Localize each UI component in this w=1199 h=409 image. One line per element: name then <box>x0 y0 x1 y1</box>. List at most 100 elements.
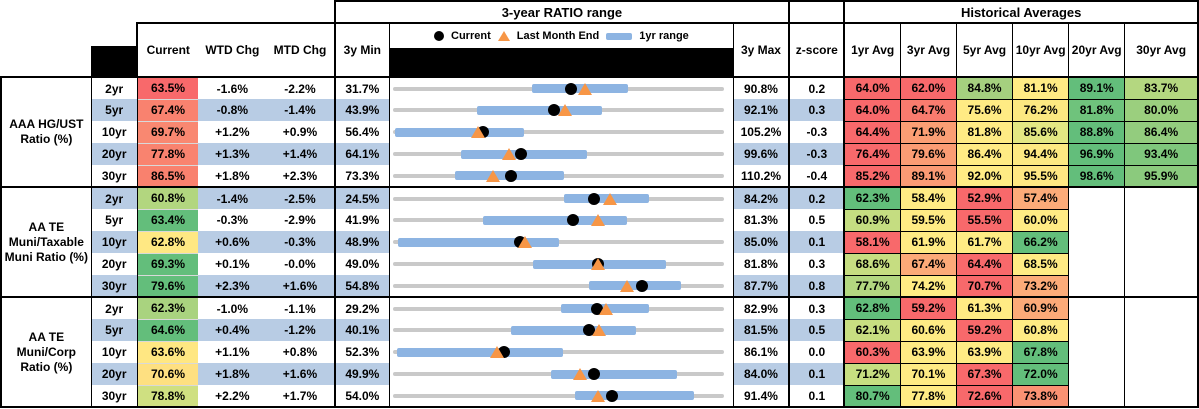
avg-cell <box>1124 385 1199 408</box>
avg-cell: 60.3% <box>843 340 901 364</box>
range-chart-area <box>393 253 724 275</box>
ratio-range-chart <box>389 319 734 341</box>
avg-col-header: 3yr Avg <box>899 22 958 78</box>
last-month-triangle <box>558 104 573 116</box>
legend-last-month-label: Last Month End <box>516 30 600 42</box>
tenor-cell: 2yr <box>91 187 138 209</box>
legend-row: Current Last Month End 1yr range <box>390 24 733 48</box>
three-year-max-cell: 110.2% <box>733 165 791 188</box>
avg-col-header: 10yr Avg <box>1012 22 1070 78</box>
avg-cell <box>1068 297 1126 319</box>
ratio-range-chart <box>389 341 734 363</box>
z-score-cell: 0.3 <box>789 253 846 275</box>
wtd-chg-cell: +1.3% <box>198 143 267 165</box>
current-cell: 77.8% <box>137 143 199 166</box>
three-year-max-cell: 84.2% <box>733 187 791 209</box>
current-dot <box>582 324 595 336</box>
wtd-chg-cell: +0.1% <box>198 253 267 275</box>
three-year-min-cell: 41.9% <box>333 209 391 231</box>
avg-cell: 63.9% <box>956 340 1014 364</box>
avg-cell: 67.3% <box>956 362 1014 386</box>
table-row: 20yr 70.6% +1.8% +1.6% 49.9% 84.0% 0.1 71.2% 70.… <box>1 362 1199 386</box>
chart-legend: Current Last Month End 1yr range <box>389 23 734 78</box>
last-month-triangle <box>489 346 504 358</box>
last-month-triangle <box>590 258 605 270</box>
table-row: 30yr 78.8% +2.2% +1.7% 54.0% 91.4% 0.1 80.7% 77.… <box>1 384 1199 408</box>
avg-cell: 68.6% <box>843 252 901 276</box>
three-year-max-cell: 86.1% <box>733 341 791 363</box>
table-row: AA TE Muni/Taxable Muni Ratio (%) 2yr 60.8… <box>0 186 1199 298</box>
wtd-chg-cell: +1.2% <box>198 121 267 143</box>
last-month-triangle <box>590 214 605 226</box>
z-score-cell: -0.3 <box>789 121 846 143</box>
tenor-cell: 10yr <box>91 121 138 143</box>
tenor-cell: 20yr <box>91 363 138 385</box>
avg-cell: 60.9% <box>843 208 901 232</box>
mtd-chg-cell: +1.6% <box>266 275 336 298</box>
1yr-range-bar <box>511 325 636 335</box>
wtd-chg-cell: -0.8% <box>198 99 267 121</box>
avg-cell <box>1068 319 1126 341</box>
mtd-chg-cell: -2.2% <box>266 77 336 99</box>
avg-cell <box>1124 363 1199 385</box>
three-year-max-cell: 99.6% <box>733 143 791 165</box>
tenor-cell: 20yr <box>91 143 138 165</box>
three-year-max-cell: 81.8% <box>733 253 791 275</box>
tenor-cell: 2yr <box>91 297 138 319</box>
z-score-col-header: z-score <box>788 23 846 78</box>
avg-cell: 62.0% <box>899 76 958 100</box>
z-score-cell: 0.3 <box>789 297 846 319</box>
three-year-max-cell: 90.8% <box>733 77 791 99</box>
avg-cell: 84.8% <box>956 76 1014 100</box>
avg-cell: 92.0% <box>956 164 1014 188</box>
current-cell: 86.5% <box>137 165 199 188</box>
current-dot <box>505 169 518 182</box>
three-year-min-cell: 73.3% <box>333 165 391 188</box>
1yr-range-bar <box>477 105 603 115</box>
three-year-min-cell: 24.5% <box>333 187 391 209</box>
current-dot <box>587 368 600 380</box>
last-month-triangle <box>592 324 607 336</box>
table-row: 30yr 79.6% +2.3% +1.6% 54.8% 87.7% 0.8 77.7% 74.… <box>1 274 1199 298</box>
avg-cell: 61.9% <box>899 230 958 254</box>
z-score-cell: 0.8 <box>789 275 846 298</box>
avg-cell: 76.4% <box>843 142 901 166</box>
tenor-cell: 5yr <box>91 99 138 121</box>
avg-cell: 62.8% <box>843 296 901 320</box>
legend-last-month-triangle-icon <box>497 31 510 41</box>
wtd-chg-cell: +1.8% <box>198 363 267 385</box>
current-dot <box>564 82 577 95</box>
avg-cell: 57.4% <box>1012 186 1070 210</box>
range-chart-area <box>393 209 724 231</box>
current-cell: 69.3% <box>137 253 199 276</box>
avg-cell <box>1068 209 1126 231</box>
avg-cell: 61.7% <box>956 230 1014 254</box>
z-score-cell: 0.1 <box>789 363 846 385</box>
range-track <box>393 306 724 311</box>
1yr-range-bar <box>482 215 628 225</box>
avg-cell <box>1124 319 1199 341</box>
legend-current-label: Current <box>451 30 491 42</box>
avg-cell: 61.3% <box>956 296 1014 320</box>
three-year-max-cell: 84.0% <box>733 363 791 385</box>
mtd-chg-cell: -1.2% <box>266 319 336 341</box>
avg-cell: 76.2% <box>1012 98 1070 122</box>
mtd-chg-cell: -0.3% <box>266 231 336 253</box>
avg-cell <box>1068 363 1126 385</box>
last-month-triangle <box>573 368 588 380</box>
three-year-min-cell: 48.9% <box>333 231 391 253</box>
avg-cell: 64.4% <box>956 252 1014 276</box>
range-chart-area <box>393 275 724 295</box>
ratio-range-chart <box>389 121 734 143</box>
current-cell: 60.8% <box>137 187 199 210</box>
avg-col-header: 5yr Avg <box>956 22 1014 78</box>
legend-1yr-range-label: 1yr range <box>639 30 689 42</box>
wtd-chg-cell: -1.0% <box>198 297 267 319</box>
three-year-min-cell: 52.3% <box>333 341 391 363</box>
current-dot <box>567 214 580 226</box>
avg-cell: 75.6% <box>956 98 1014 122</box>
avg-cell: 72.0% <box>1012 362 1070 386</box>
avg-cell: 60.0% <box>1012 208 1070 232</box>
three-year-max-cell: 87.7% <box>733 275 791 298</box>
table-row: 30yr 86.5% +1.8% +2.3% 73.3% 110.2% -0.4 85.2% 8… <box>1 164 1199 188</box>
